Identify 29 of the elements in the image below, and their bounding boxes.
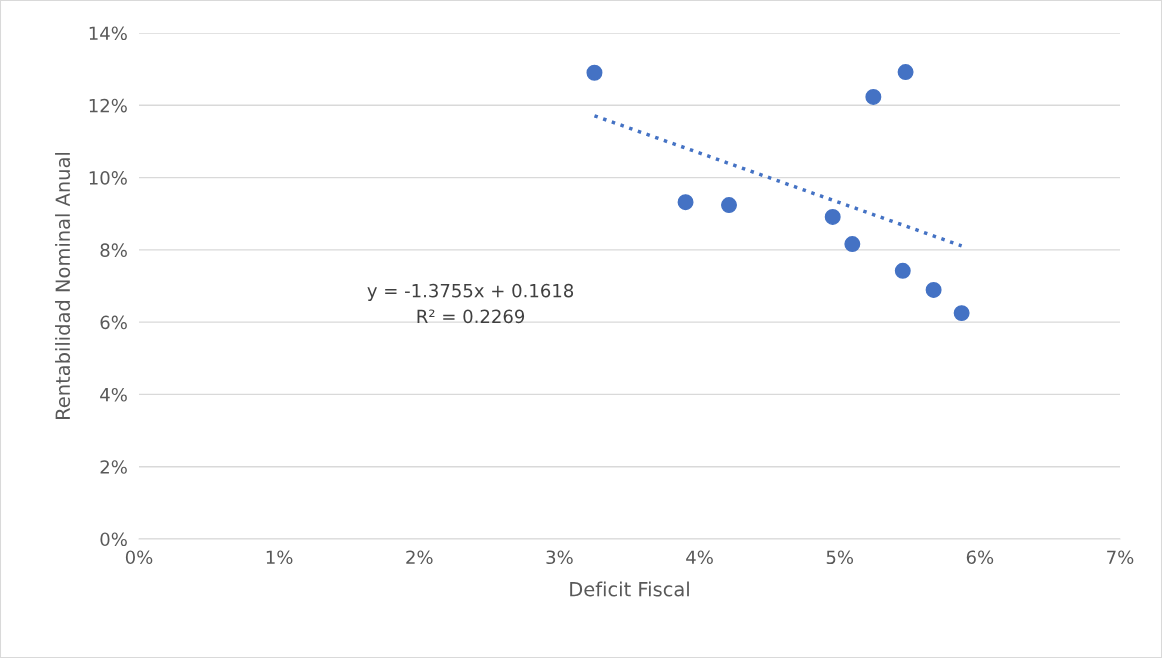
annotation: y = -1.3755x + 0.1618 R² = 0.2269: [367, 283, 574, 324]
y-tick-label: 8%: [100, 243, 127, 257]
x-tick-label: 1%: [266, 550, 293, 565]
x-tick-label: 7%: [1107, 550, 1134, 565]
x-tick-label: 2%: [406, 550, 433, 565]
y-tick-label: 4%: [100, 387, 127, 402]
x-tick-label: 3%: [546, 550, 573, 565]
x-tick-label: 5%: [826, 550, 854, 565]
x-tick-label: 4%: [686, 550, 713, 565]
point: [586, 64, 603, 81]
point: [677, 194, 694, 211]
x-axis-title: Deficit Fiscal: [570, 581, 689, 597]
point: [894, 262, 911, 279]
y-tick-label: 14%: [89, 26, 127, 41]
point: [721, 197, 737, 214]
y-axis-title: Rentabilidad Nominal Anual: [55, 152, 71, 419]
point: [865, 88, 882, 105]
y-tick-label: 2%: [100, 460, 127, 474]
y-tick-label: 10%: [89, 171, 127, 185]
point: [824, 208, 841, 225]
y-tick-label: 0%: [100, 532, 127, 547]
y-tick-label: 12%: [89, 98, 127, 113]
point: [953, 305, 970, 322]
y-tick-label: 6%: [100, 315, 127, 330]
x-tick-label: 0%: [125, 550, 153, 565]
x-tick-label: 6%: [966, 550, 994, 565]
point: [897, 64, 914, 81]
point: [925, 281, 942, 298]
point: [844, 236, 861, 253]
